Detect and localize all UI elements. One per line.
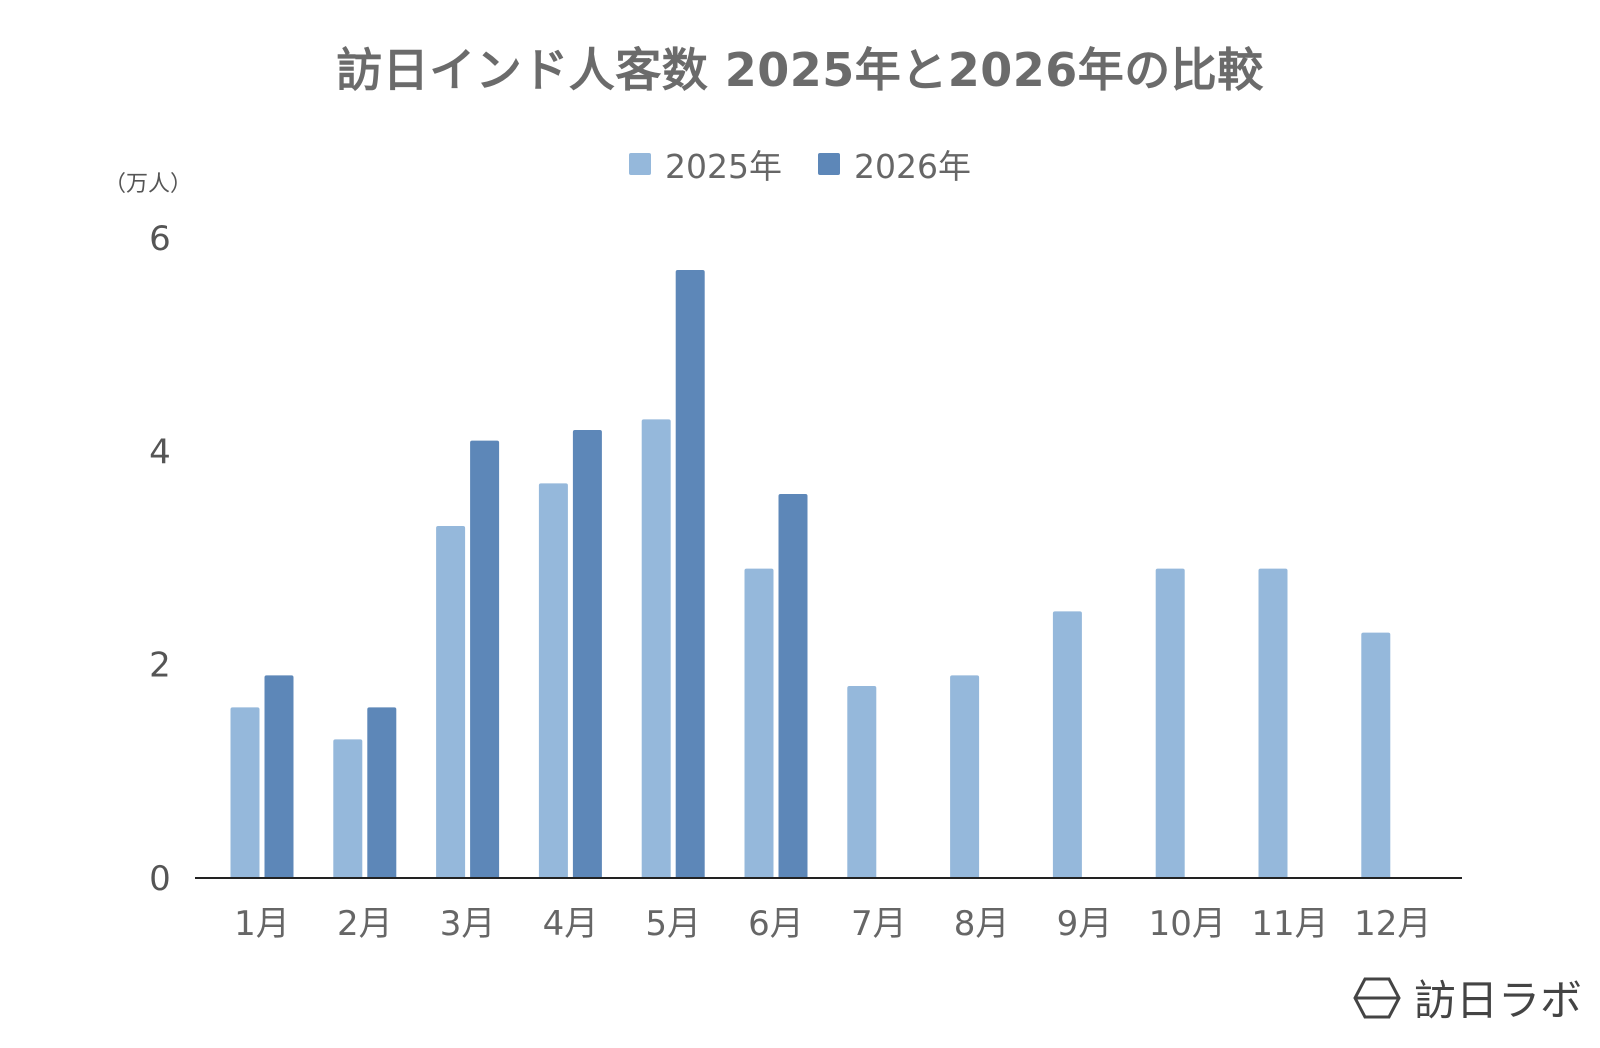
bar-2025年-9月 [1052,611,1082,878]
legend-label-2025: 2025年 [665,147,782,186]
x-tick-label: 5月 [645,904,701,944]
bar-2025年-7月 [847,686,877,878]
x-tick-label: 8月 [954,904,1010,944]
x-tick-labels: 1月 2月 3月 4月 5月 6月 7月 8月 9月 10月 11月 12月 [234,904,1431,944]
y-tick-label: 4 [149,432,171,472]
bar-2026年-5月 [675,270,705,878]
y-axis-unit-label: （万人） [104,172,193,197]
y-tick-label: 6 [149,219,171,259]
x-tick-label: 2月 [337,904,393,944]
hexagon-logo-icon [1353,977,1401,1018]
x-tick-label: 1月 [234,904,290,944]
bar-2025年-3月 [436,526,466,878]
x-tick-label: 3月 [440,904,496,944]
x-tick-label: 9月 [1057,904,1113,944]
x-tick-label: 6月 [748,904,804,944]
bar-2025年-4月 [538,483,568,878]
bar-2025年-8月 [950,675,980,878]
bar-2025年-6月 [744,568,774,878]
bar-2025年-2月 [333,739,363,878]
y-tick-labels: 0 2 4 6 [149,219,171,899]
bar-2025年-11月 [1258,568,1288,878]
y-tick-label: 2 [149,646,171,686]
x-tick-label: 12月 [1354,904,1431,944]
legend-label-2026: 2026年 [854,147,971,186]
legend-item-2025: 2025年 [629,140,782,188]
bar-2025年-1月 [230,707,260,878]
legend-item-2026: 2026年 [818,140,971,188]
legend-swatch-2026 [818,153,840,175]
bar-2026年-1月 [264,675,294,878]
x-tick-label: 4月 [543,904,599,944]
y-tick-label: 0 [149,859,171,899]
bar-2025年-12月 [1361,632,1391,878]
watermark: 訪日ラボ [1352,967,1582,1028]
bars-layer [230,270,1391,878]
watermark-text: 訪日ラボ [1413,976,1582,1025]
chart-title: 訪日インド人客数 2025年と2026年の比較 [336,43,1264,97]
bar-2025年-5月 [641,419,671,878]
bar-2026年-4月 [572,430,602,878]
bar-2025年-10月 [1155,568,1185,878]
bar-2026年-2月 [367,707,397,878]
x-tick-label: 10月 [1149,904,1226,944]
x-tick-label: 11月 [1251,904,1328,944]
legend-swatch-2025 [629,153,652,175]
x-tick-label: 7月 [851,904,907,944]
bar-2026年-3月 [470,440,500,878]
chart-legend: 2025年 2026年 [0,140,1600,188]
bar-2026年-6月 [778,494,808,878]
